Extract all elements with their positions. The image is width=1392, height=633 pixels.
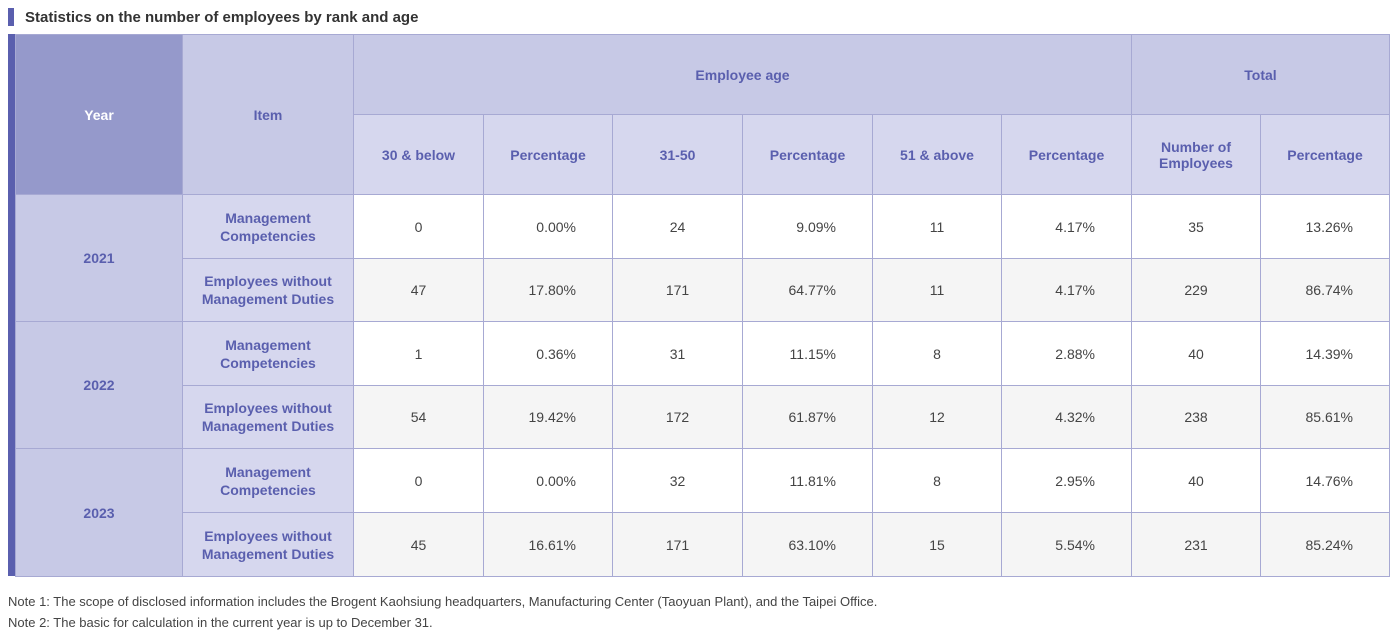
percentage-cell: 16.61% xyxy=(483,512,613,577)
percentage-cell: 11.15% xyxy=(742,321,873,386)
percentage-cell: 4.32% xyxy=(1001,385,1132,449)
value-cell: 231 xyxy=(1131,512,1261,577)
percentage-cell: 11.81% xyxy=(742,448,873,513)
table-row: Employees without Management Duties 54 1… xyxy=(16,385,1390,449)
value-cell: 229 xyxy=(1131,258,1261,322)
percentage-cell: 85.24% xyxy=(1260,512,1390,577)
title-accent-bar xyxy=(8,8,14,26)
percentage-cell: 14.39% xyxy=(1260,321,1390,386)
value-cell: 8 xyxy=(872,321,1002,386)
value-cell: 47 xyxy=(353,258,484,322)
note-1: Note 1: The scope of disclosed informati… xyxy=(8,594,878,609)
item-cell: Management Competencies xyxy=(182,194,354,259)
year-cell: 2022 xyxy=(15,321,183,449)
value-cell: 32 xyxy=(612,448,743,513)
year-cell: 2021 xyxy=(15,194,183,322)
value-cell: 40 xyxy=(1131,321,1261,386)
value-cell: 45 xyxy=(353,512,484,577)
employee-stats-table-container: Year Item Employee age Total 30 & below … xyxy=(8,34,1390,577)
value-cell: 171 xyxy=(612,258,743,322)
table-row: Employees without Management Duties 47 1… xyxy=(16,258,1390,322)
percentage-cell: 64.77% xyxy=(742,258,873,322)
table-row: 2021 Management Competencies 0 0.00% 24 … xyxy=(15,194,1390,322)
subheader-51-above: 51 & above xyxy=(872,114,1002,195)
employee-age-header: Employee age xyxy=(353,34,1132,115)
percentage-cell: 0.00% xyxy=(483,448,613,513)
item-cell: Employees without Management Duties xyxy=(182,512,354,577)
percentage-cell: 4.17% xyxy=(1001,258,1132,322)
value-cell: 238 xyxy=(1131,385,1261,449)
subheader-number-of-employees: Number of Employees xyxy=(1131,114,1261,195)
page-title: Statistics on the number of employees by… xyxy=(25,8,419,26)
percentage-cell: 63.10% xyxy=(742,512,873,577)
value-cell: 171 xyxy=(612,512,743,577)
percentage-cell: 17.80% xyxy=(483,258,613,322)
value-cell: 31 xyxy=(612,321,743,386)
subheader-percentage: Percentage xyxy=(483,114,613,195)
subheader-31-50: 31-50 xyxy=(612,114,743,195)
item-cell: Employees without Management Duties xyxy=(182,385,354,449)
table-row: Employees without Management Duties 45 1… xyxy=(16,512,1390,577)
item-cell: Management Competencies xyxy=(182,448,354,513)
total-header: Total xyxy=(1131,34,1390,115)
value-cell: 12 xyxy=(872,385,1002,449)
subheader-percentage: Percentage xyxy=(742,114,873,195)
percentage-cell: 86.74% xyxy=(1260,258,1390,322)
value-cell: 15 xyxy=(872,512,1002,577)
value-cell: 24 xyxy=(612,194,743,259)
value-cell: 1 xyxy=(353,321,484,386)
value-cell: 54 xyxy=(353,385,484,449)
percentage-cell: 13.26% xyxy=(1260,194,1390,259)
subheader-percentage: Percentage xyxy=(1001,114,1132,195)
value-cell: 0 xyxy=(353,194,484,259)
percentage-cell: 4.17% xyxy=(1001,194,1132,259)
percentage-cell: 2.95% xyxy=(1001,448,1132,513)
percentage-cell: 14.76% xyxy=(1260,448,1390,513)
section-title: Statistics on the number of employees by… xyxy=(8,7,418,27)
year-header: Year xyxy=(15,34,183,195)
employee-stats-table: Year Item Employee age Total 30 & below … xyxy=(15,34,1390,577)
percentage-cell: 5.54% xyxy=(1001,512,1132,577)
item-cell: Management Competencies xyxy=(182,321,354,386)
notes: Note 1: The scope of disclosed informati… xyxy=(8,591,877,633)
percentage-cell: 0.36% xyxy=(483,321,613,386)
table-row: 2023 Management Competencies 0 0.00% 32 … xyxy=(15,448,1390,577)
value-cell: 0 xyxy=(353,448,484,513)
value-cell: 11 xyxy=(872,258,1002,322)
subheader-percentage: Percentage xyxy=(1260,114,1390,195)
percentage-cell: 19.42% xyxy=(483,385,613,449)
table-accent-bar xyxy=(8,34,15,576)
value-cell: 172 xyxy=(612,385,743,449)
value-cell: 40 xyxy=(1131,448,1261,513)
percentage-cell: 2.88% xyxy=(1001,321,1132,386)
subheader-30-below: 30 & below xyxy=(353,114,484,195)
item-header: Item xyxy=(182,34,354,195)
percentage-cell: 0.00% xyxy=(483,194,613,259)
percentage-cell: 61.87% xyxy=(742,385,873,449)
table-row: 2022 Management Competencies 1 0.36% 31 … xyxy=(15,321,1390,449)
percentage-cell: 85.61% xyxy=(1260,385,1390,449)
percentage-cell: 9.09% xyxy=(742,194,873,259)
value-cell: 11 xyxy=(872,194,1002,259)
item-cell: Employees without Management Duties xyxy=(182,258,354,322)
value-cell: 35 xyxy=(1131,194,1261,259)
value-cell: 8 xyxy=(872,448,1002,513)
year-cell: 2023 xyxy=(15,448,183,577)
note-2: Note 2: The basic for calculation in the… xyxy=(8,615,433,630)
